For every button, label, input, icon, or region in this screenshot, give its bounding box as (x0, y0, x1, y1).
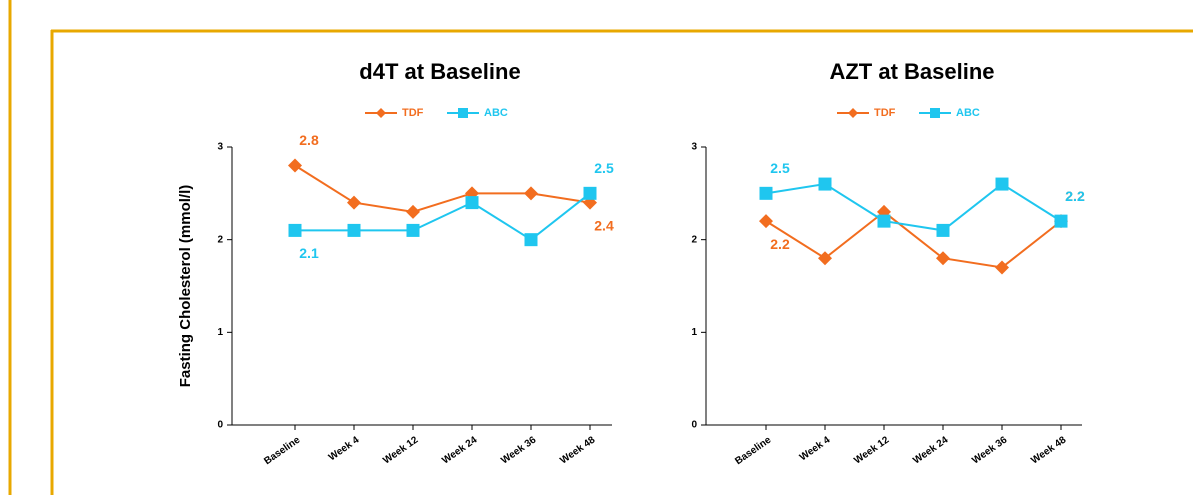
y-tick-label: 3 (691, 142, 697, 153)
x-tick-label: Week 24 (911, 434, 950, 466)
y-tick-label: 2 (217, 234, 223, 245)
y-axis-label: Fasting Cholesterol (mmol/l) (177, 185, 194, 388)
chart-title: AZT at Baseline (829, 59, 994, 84)
data-point (465, 196, 479, 210)
y-tick-label: 2 (691, 234, 697, 245)
y-tick-label: 1 (217, 327, 223, 338)
y-tick-label: 0 (217, 420, 223, 431)
data-label: 2.5 (594, 160, 614, 176)
data-point (347, 223, 361, 237)
data-label: 2.4 (594, 217, 614, 233)
x-tick-label: Week 48 (1029, 434, 1068, 466)
x-tick-label: Week 48 (558, 434, 597, 466)
legend-label: TDF (402, 107, 424, 119)
x-tick-label: Week 24 (440, 434, 479, 466)
x-tick-label: Week 4 (327, 434, 362, 463)
legend-marker (930, 108, 940, 118)
y-tick-label: 1 (691, 327, 697, 338)
data-point (936, 223, 950, 237)
data-label: 2.2 (1065, 188, 1085, 204)
data-point (759, 214, 773, 229)
data-point (995, 177, 1009, 191)
data-point (995, 260, 1009, 275)
data-point (818, 177, 832, 191)
x-tick-label: Week 12 (381, 434, 420, 466)
data-point (406, 204, 420, 219)
y-tick-label: 0 (691, 420, 697, 431)
data-point (583, 186, 597, 200)
data-point (406, 223, 420, 237)
legend-marker (458, 108, 468, 118)
data-label: 2.2 (770, 236, 790, 252)
data-label: 2.2 (1065, 188, 1085, 204)
legend-marker (848, 108, 858, 118)
series-line (765, 210, 1062, 269)
x-tick-label: Baseline (733, 434, 773, 467)
data-label: 2.8 (299, 132, 319, 148)
x-tick-label: Week 36 (499, 434, 538, 466)
data-point (936, 251, 950, 266)
data-label: 2.5 (770, 160, 790, 176)
legend-marker (376, 108, 386, 118)
data-point (288, 158, 302, 173)
data-point (877, 214, 891, 228)
legend-label: ABC (484, 107, 508, 119)
series-line (294, 164, 591, 213)
x-tick-label: Week 4 (798, 434, 833, 463)
legend-label: ABC (956, 107, 980, 119)
data-point (759, 186, 773, 200)
data-label: 2.1 (299, 245, 319, 261)
data-point (347, 195, 361, 210)
data-point (288, 223, 302, 237)
data-point (524, 186, 538, 201)
data-point (524, 233, 538, 247)
series-line (765, 182, 1062, 232)
x-tick-label: Week 12 (852, 434, 891, 466)
x-tick-label: Baseline (262, 434, 302, 467)
series-line (295, 192, 591, 241)
chart-title: d4T at Baseline (359, 59, 520, 84)
data-point (818, 251, 832, 266)
y-tick-label: 3 (217, 142, 223, 153)
legend-label: TDF (874, 107, 896, 119)
data-point (1054, 214, 1068, 228)
x-tick-label: Week 36 (970, 434, 1009, 466)
